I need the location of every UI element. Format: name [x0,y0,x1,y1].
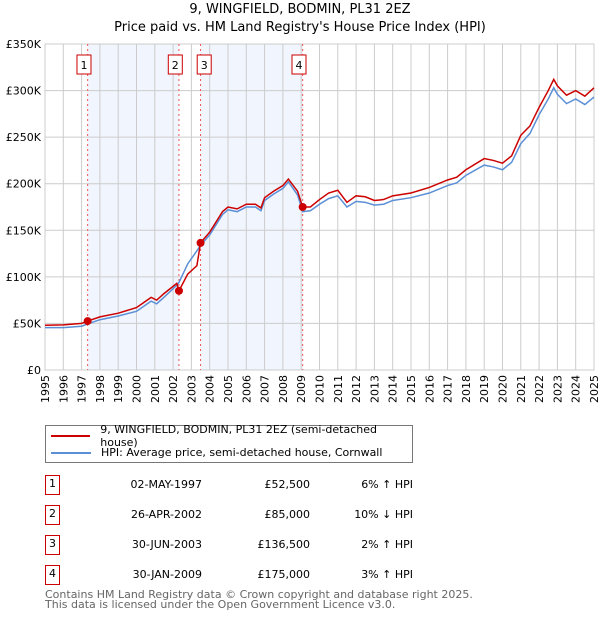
x-tick-label: 2012 [350,375,363,403]
legend-label: 9, WINGFIELD, BODMIN, PL31 2EZ (semi-det… [100,422,378,449]
x-tick-label: 2024 [570,375,583,403]
sale-point [83,317,92,326]
x-tick-label: 2010 [314,375,327,403]
sale-row: 1 02-MAY-1997 £52,500 6% ↑ HPI [45,475,445,495]
y-tick-label: £250K [6,131,42,144]
x-tick-label: 2005 [222,375,235,403]
hpi-comparison: 3% ↑ HPI [361,568,413,581]
plot-frame [44,43,595,371]
legend-label: HPI: Average price, semi-detached house,… [101,446,383,459]
sale-point [174,286,183,295]
x-tick-label: 1999 [112,375,125,403]
sale-date: 30-JUN-2003 [131,538,202,551]
blue-line-swatch [51,451,91,454]
sale-date: 26-APR-2002 [130,508,202,521]
shaded-period [87,44,179,370]
y-tick-label: £200K [6,178,42,191]
hpi-comparison: 10% ↓ HPI [354,508,413,521]
y-tick-label: £100K [6,271,42,284]
x-tick-label: 2015 [405,375,418,403]
legend-item-property: 9, WINGFIELD, BODMIN, PL31 2EZ (semi-det… [46,423,412,449]
x-tick-label: 2023 [551,375,564,403]
hpi-comparison: 6% ↑ HPI [361,478,413,491]
chart-subtitle: Price paid vs. HM Land Registry's House … [114,20,486,35]
hpi-series-line [45,86,595,329]
legend-item-hpi: HPI: Average price, semi-detached house,… [46,444,382,461]
sale-label: 2 [172,59,179,72]
x-tick-label: 2003 [185,375,198,403]
sale-row: 4 30-JAN-2009 £175,000 3% ↑ HPI [45,565,445,585]
sale-number-badge: 1 [45,475,60,495]
sale-number-badge: 2 [45,505,60,525]
x-tick-label: 2025 [588,375,600,403]
y-tick-label: £350K [6,38,42,51]
sale-date: 30-JAN-2009 [132,568,202,581]
x-tick-label: 2007 [259,375,272,403]
red-line-swatch [51,434,91,437]
x-tick-label: 2021 [515,375,528,403]
sale-price: £175,000 [257,568,311,581]
sale-label: 3 [201,59,208,72]
x-tick-label: 2013 [368,375,381,403]
x-tick-label: 2018 [460,375,473,403]
footer-line: This data is licensed under the Open Gov… [45,598,396,611]
x-tick-label: 2004 [204,375,217,403]
footer-line: Contains HM Land Registry data © Crown c… [45,588,473,601]
x-tick-label: 1996 [57,375,70,403]
sale-label: 1 [80,59,87,72]
x-tick-label: 2006 [240,375,253,403]
sale-label: 4 [296,59,303,72]
x-tick-label: 2019 [478,375,491,403]
y-tick-label: £50K [13,317,42,330]
footer: Contains HM Land Registry data © Crown c… [45,588,473,611]
sale-price: £136,500 [257,538,311,551]
x-tick-label: 2008 [277,375,290,403]
sale-point [298,203,307,211]
price-chart: 1995 1996 1997 1998 1999 2000 2001 2002 2003 2004… [6,38,600,403]
x-tick-label: 2000 [131,375,144,403]
chart-title: 9, WINGFIELD, BODMIN, PL31 2EZ [189,2,411,17]
x-tick-label: 1997 [76,375,89,403]
sale-row: 3 30-JUN-2003 £136,500 2% ↑ HPI [45,535,445,555]
sale-point [196,238,205,247]
sale-label-box [76,54,92,75]
y-tick-label: £0 [27,364,41,377]
x-tick-label: 2020 [497,375,510,403]
x-tick-label: 2022 [533,375,546,403]
y-tick-label: £300K [6,85,42,98]
sale-price: £52,500 [264,478,311,491]
legend: 9, WINGFIELD, BODMIN, PL31 2EZ (semi-det… [45,423,413,463]
x-tick-label: 1995 [39,375,52,403]
sale-label-box [196,54,212,75]
y-tick-label: £150K [6,224,42,237]
sale-number-badge: 3 [45,535,60,555]
x-tick-label: 1998 [94,375,107,403]
sale-date: 02-MAY-1997 [130,478,202,491]
property-series-line [44,77,595,327]
x-tick-label: 2014 [387,375,400,403]
sale-label-box [167,54,183,75]
x-tick-label: 2017 [442,375,455,403]
x-tick-label: 2011 [332,375,345,403]
x-tick-label: 2009 [295,375,308,403]
sale-label-box [291,54,307,75]
x-tick-label: 2002 [167,375,180,403]
x-tick-label: 2001 [149,375,162,403]
hpi-comparison: 2% ↑ HPI [361,538,413,551]
sale-row: 2 26-APR-2002 £85,000 10% ↓ HPI [45,505,445,525]
x-tick-label: 2016 [423,375,436,403]
sale-price: £85,000 [264,508,311,521]
sale-number-badge: 4 [45,565,60,585]
